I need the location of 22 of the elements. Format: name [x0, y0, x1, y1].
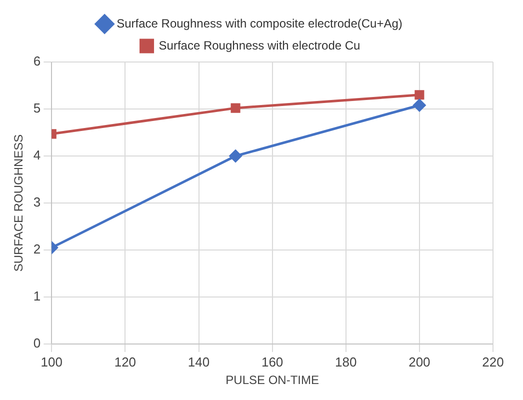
y-tick-label: 1 [33, 288, 41, 304]
x-tick-label: 180 [335, 354, 357, 370]
x-tick-label: 220 [482, 354, 504, 370]
y-tick-label: 3 [33, 194, 41, 210]
x-tick-label: 200 [408, 354, 430, 370]
y-tick-label: 5 [33, 100, 41, 116]
x-tick-label: 120 [114, 354, 136, 370]
y-tick-label: 6 [33, 54, 41, 69]
y-tick-label: 0 [33, 336, 41, 351]
y-tick-label: 4 [33, 148, 41, 163]
x-tick-label: 140 [188, 354, 210, 370]
y-axis-title: SURFACE ROUGHNESS [12, 134, 26, 272]
x-tick-label: 160 [261, 354, 284, 370]
point [414, 90, 424, 100]
legend-label: Surface Roughness with electrode Cu [158, 38, 360, 52]
x-axis-title: PULSE ON-TIME [226, 373, 319, 388]
point [230, 103, 240, 113]
y-tick-label: 2 [33, 242, 41, 257]
point [413, 98, 426, 112]
legend-label: Surface Roughness with composite electrode(Cu+Ag) [116, 16, 402, 30]
point [229, 150, 242, 162]
x-tick-label: 100 [40, 354, 62, 370]
